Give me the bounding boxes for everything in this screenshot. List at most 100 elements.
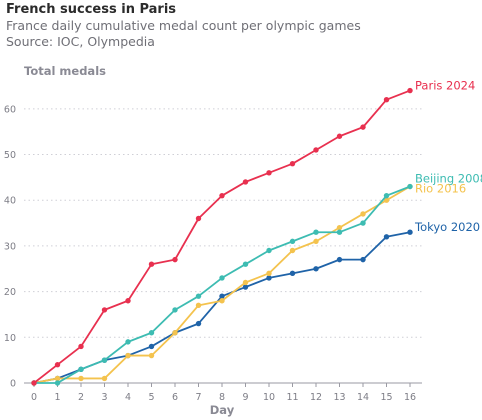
y-axis-label: Total medals — [24, 64, 106, 78]
data-point — [289, 238, 296, 245]
x-tick-label: 6 — [172, 392, 178, 403]
data-point — [266, 170, 272, 176]
data-point — [289, 247, 296, 254]
data-point — [383, 97, 390, 103]
series-tokyo-2020 — [31, 229, 413, 386]
data-point — [195, 320, 202, 327]
y-tick-label: 30 — [4, 241, 16, 252]
data-point — [383, 197, 390, 203]
chart-subtitle: France daily cumulative medal count per … — [6, 18, 361, 33]
series-group — [31, 87, 413, 386]
data-point — [266, 275, 272, 281]
data-point — [336, 229, 343, 235]
x-tick-label: 14 — [357, 392, 369, 403]
x-tick-label: 4 — [125, 392, 131, 403]
data-point — [148, 330, 155, 336]
data-point — [242, 279, 249, 286]
data-point — [313, 266, 319, 272]
y-tick-label: 20 — [4, 287, 16, 298]
data-point — [407, 183, 413, 190]
x-tick-label: 9 — [242, 392, 248, 403]
data-point — [195, 302, 202, 309]
data-point — [407, 229, 413, 235]
series-label: Beijing 2008 — [415, 172, 482, 186]
y-tick-label: 0 — [10, 379, 16, 390]
series-paris-2024 — [31, 87, 413, 386]
data-point — [242, 261, 249, 267]
data-point — [219, 192, 225, 199]
data-point — [266, 247, 272, 254]
y-tick-label: 40 — [4, 196, 16, 207]
y-tick-label: 50 — [4, 150, 16, 161]
data-point — [54, 375, 61, 382]
data-point — [78, 375, 84, 382]
x-tick-label: 0 — [31, 392, 37, 403]
data-point — [336, 224, 343, 231]
data-point — [360, 220, 366, 226]
series-rio-2016 — [31, 183, 413, 386]
data-point — [125, 298, 131, 304]
series-line — [33, 231, 411, 384]
data-point — [407, 87, 413, 94]
data-point — [383, 192, 390, 199]
data-point — [242, 179, 249, 185]
data-point — [78, 343, 84, 350]
x-tick-label: 12 — [310, 392, 322, 403]
x-axis-label: Day — [210, 403, 235, 417]
x-tick-label: 10 — [263, 392, 275, 403]
data-point — [289, 270, 296, 277]
data-point — [148, 343, 155, 350]
data-point — [313, 147, 319, 153]
grid-lines — [24, 108, 422, 338]
x-tick-label: 2 — [78, 392, 84, 403]
data-point — [219, 298, 225, 304]
series-label: Paris 2024 — [415, 79, 475, 93]
series-label: Rio 2016 — [415, 182, 466, 196]
x-tick-label: 3 — [101, 392, 107, 403]
series-line — [33, 185, 411, 384]
x-tick-label: 1 — [54, 392, 60, 403]
data-point — [101, 307, 108, 313]
data-point — [289, 160, 296, 167]
x-tick-label: 7 — [195, 392, 201, 403]
chart-title: French success in Paris — [6, 2, 177, 17]
data-point — [219, 293, 225, 299]
x-tick-label: 5 — [148, 392, 154, 403]
data-point — [336, 256, 343, 263]
series-line — [34, 185, 411, 384]
data-point — [101, 375, 108, 382]
data-point — [360, 211, 366, 217]
data-point — [54, 380, 61, 386]
data-point — [313, 229, 319, 235]
data-point — [242, 284, 249, 290]
data-point — [336, 133, 343, 139]
series-line — [33, 89, 411, 384]
data-point — [172, 307, 178, 313]
data-point — [313, 238, 319, 245]
data-point — [54, 362, 61, 368]
y-tick-label: 10 — [4, 333, 16, 344]
data-point — [125, 352, 131, 359]
data-point — [101, 357, 108, 363]
x-tick-label: 13 — [333, 392, 345, 403]
series-beijing-2008 — [31, 183, 413, 386]
chart-source: Source: IOC, Olympedia — [6, 34, 155, 49]
data-point — [383, 234, 390, 240]
data-point — [266, 270, 272, 277]
data-point — [172, 330, 178, 336]
data-point — [360, 256, 366, 263]
data-point — [31, 380, 37, 386]
data-point — [148, 261, 155, 267]
data-point — [148, 352, 155, 359]
data-point — [195, 215, 202, 222]
x-tick-label: 11 — [286, 392, 298, 403]
series-label: Tokyo 2020 — [414, 220, 480, 234]
data-point — [360, 124, 366, 130]
data-point — [78, 366, 84, 372]
x-tick-label: 8 — [219, 392, 225, 403]
data-point — [195, 293, 202, 299]
